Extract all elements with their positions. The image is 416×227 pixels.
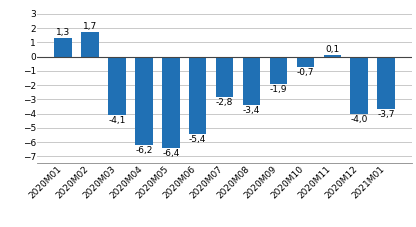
Text: 1,3: 1,3 (56, 28, 70, 37)
Bar (108, 57, 126, 115)
Bar (189, 57, 206, 133)
Text: -4,1: -4,1 (108, 116, 126, 125)
Bar (243, 57, 260, 105)
Text: -6,4: -6,4 (162, 149, 180, 158)
Bar (54, 38, 72, 57)
Text: -2,8: -2,8 (216, 98, 233, 107)
Text: -6,2: -6,2 (135, 146, 153, 155)
Text: -3,7: -3,7 (377, 111, 395, 119)
Text: -0,7: -0,7 (297, 68, 314, 77)
Bar (324, 55, 341, 57)
Bar (297, 57, 314, 67)
Bar (216, 57, 233, 96)
Bar (270, 57, 287, 84)
Bar (162, 57, 180, 148)
Bar (350, 57, 368, 114)
Text: -3,4: -3,4 (243, 106, 260, 115)
Bar (135, 57, 153, 145)
Text: 1,7: 1,7 (83, 22, 97, 31)
Text: -5,4: -5,4 (189, 135, 206, 144)
Bar (377, 57, 395, 109)
Text: -4,0: -4,0 (351, 115, 368, 124)
Text: 0,1: 0,1 (325, 45, 339, 54)
Bar (82, 32, 99, 57)
Text: -1,9: -1,9 (270, 85, 287, 94)
